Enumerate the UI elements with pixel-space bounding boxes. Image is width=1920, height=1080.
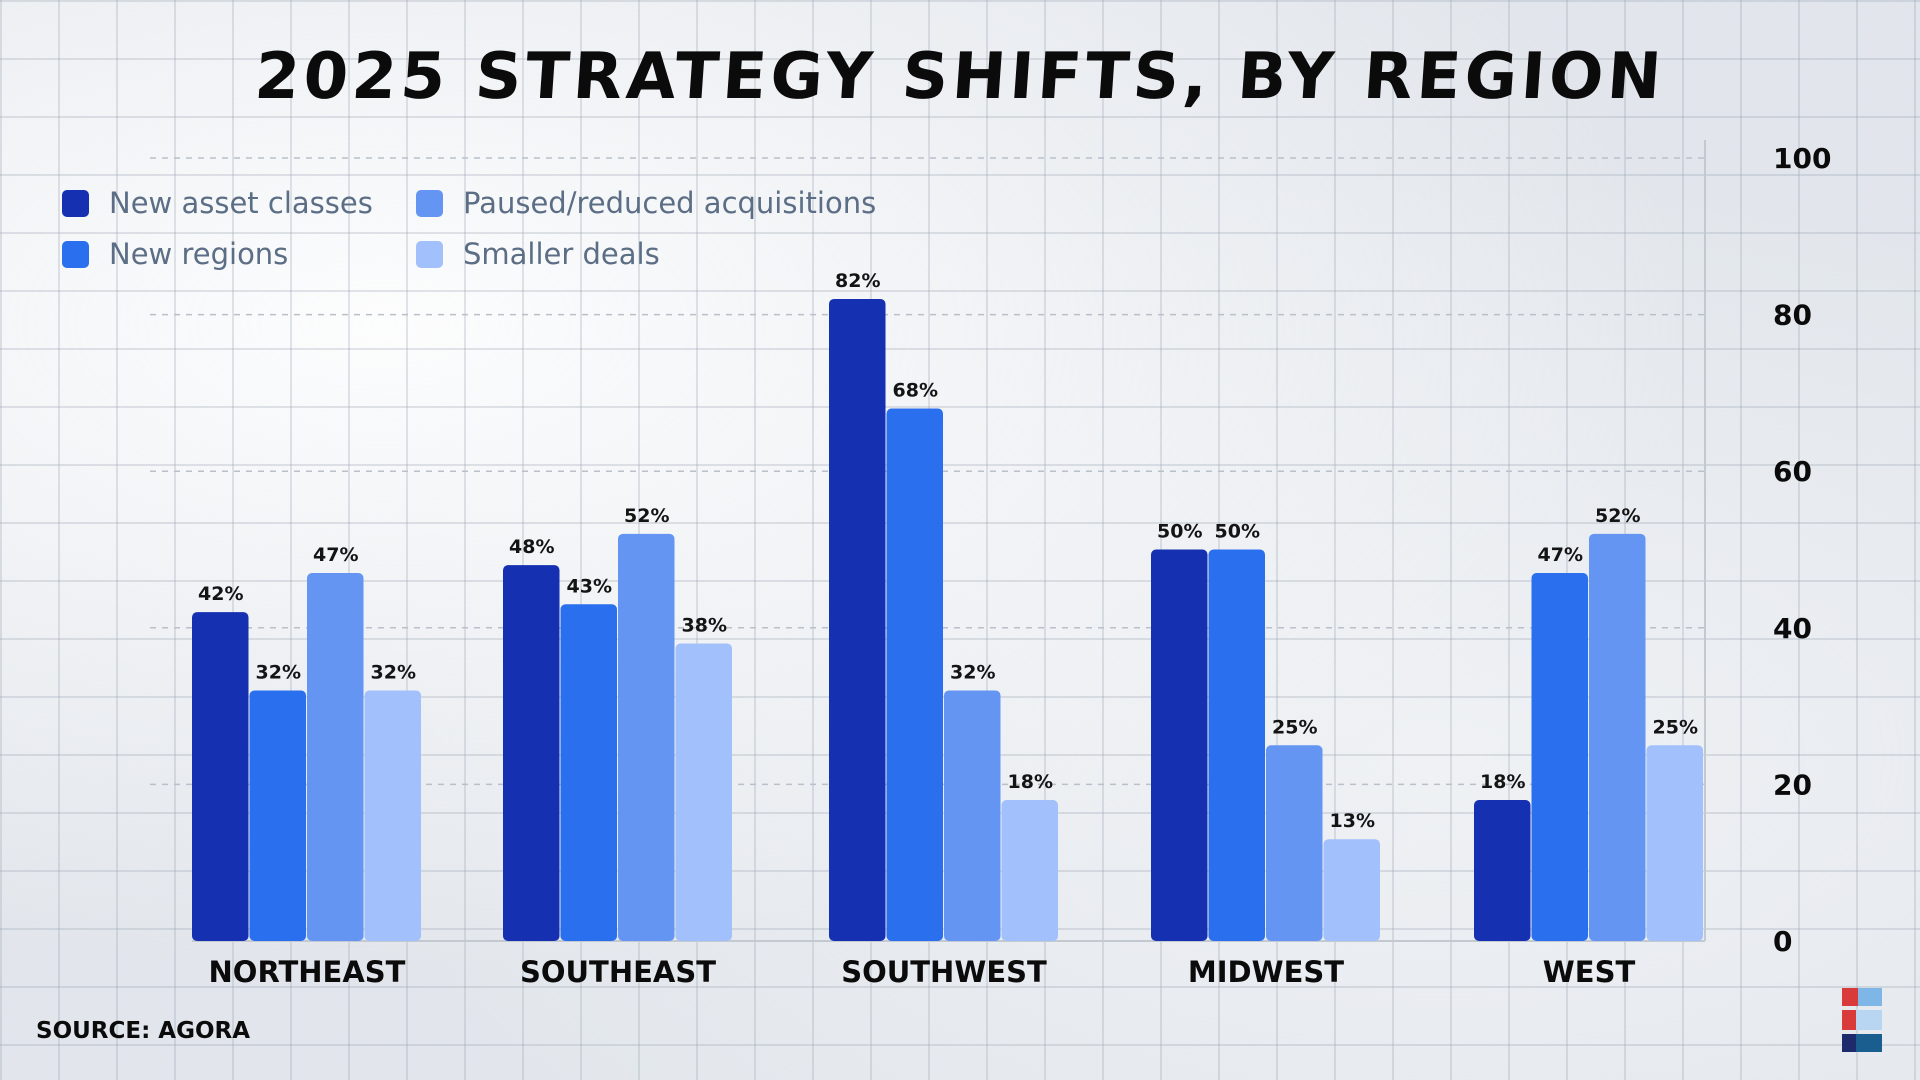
data-label: 47%: [313, 544, 358, 566]
bar: [618, 533, 675, 941]
legend-item-smaller-deals: Smaller deals: [416, 237, 660, 271]
data-label: 32%: [256, 661, 301, 683]
data-label: 32%: [950, 661, 995, 683]
bar: [560, 604, 617, 941]
x-category-label: NORTHEAST: [209, 955, 406, 989]
bar: [1208, 549, 1265, 941]
legend-item-paused-reduced-acquisitions: Paused/reduced acquisitions: [416, 186, 876, 220]
source-note: SOURCE: AGORA: [36, 1018, 251, 1044]
legend-label: New regions: [109, 237, 289, 271]
legend-label: Paused/reduced acquisitions: [463, 186, 877, 220]
bar: [1323, 839, 1380, 941]
bar: [1589, 533, 1646, 941]
data-label: 38%: [682, 614, 727, 636]
bar: [1474, 800, 1531, 941]
data-label: 48%: [509, 536, 554, 558]
data-label: 18%: [1480, 771, 1525, 793]
data-label: 43%: [567, 575, 612, 597]
bar: [829, 298, 886, 941]
legend-swatch: [62, 240, 89, 268]
legend-swatch: [62, 189, 89, 217]
x-category-label: SOUTHEAST: [520, 955, 716, 989]
y-tick-label: 0: [1773, 925, 1792, 958]
data-label: 47%: [1538, 544, 1583, 566]
bar: [675, 643, 732, 941]
data-label: 52%: [624, 505, 669, 527]
x-category-label: WEST: [1543, 955, 1636, 989]
x-category-label: MIDWEST: [1188, 955, 1344, 989]
data-label: 82%: [835, 270, 880, 292]
legend-swatch: [416, 240, 443, 268]
data-label: 18%: [1008, 771, 1053, 793]
x-category-label: SOUTHWEST: [841, 955, 1047, 989]
data-label: 50%: [1215, 521, 1260, 543]
bar: [1266, 745, 1323, 941]
bar: [192, 612, 249, 941]
bar: [249, 690, 306, 941]
bar: [1151, 549, 1208, 941]
data-label: 52%: [1595, 505, 1640, 527]
data-label: 32%: [371, 661, 416, 683]
y-tick-label: 40: [1773, 612, 1812, 645]
legend-item-new-asset-classes: New asset classes: [62, 186, 373, 220]
data-label: 68%: [893, 380, 938, 402]
y-tick-label: 80: [1773, 299, 1812, 332]
legend-item-new-regions: New regions: [62, 237, 288, 271]
y-tick-label: 20: [1773, 768, 1812, 801]
bar: [1001, 800, 1058, 941]
data-label: 25%: [1653, 716, 1698, 738]
legend-label: Smaller deals: [463, 237, 660, 271]
logo-top-right: [1858, 988, 1882, 1006]
bar: [307, 572, 364, 941]
logo-middle-left: [1842, 1010, 1856, 1030]
bar: [364, 690, 421, 941]
y-tick-label: 100: [1773, 142, 1831, 175]
legend-swatch: [416, 189, 443, 217]
data-label: 50%: [1157, 521, 1202, 543]
bar: [1646, 745, 1703, 941]
y-tick-label: 60: [1773, 455, 1812, 488]
bar: [503, 565, 560, 941]
data-label: 42%: [198, 583, 243, 605]
data-label: 13%: [1330, 810, 1375, 832]
data-label: 25%: [1272, 716, 1317, 738]
bar: [1531, 572, 1588, 941]
bar: [944, 690, 1001, 941]
legend-label: New asset classes: [109, 186, 373, 220]
logo-bottom-left: [1842, 1034, 1856, 1052]
bar: [886, 408, 943, 941]
brand-logo-icon: [1842, 988, 1882, 1052]
